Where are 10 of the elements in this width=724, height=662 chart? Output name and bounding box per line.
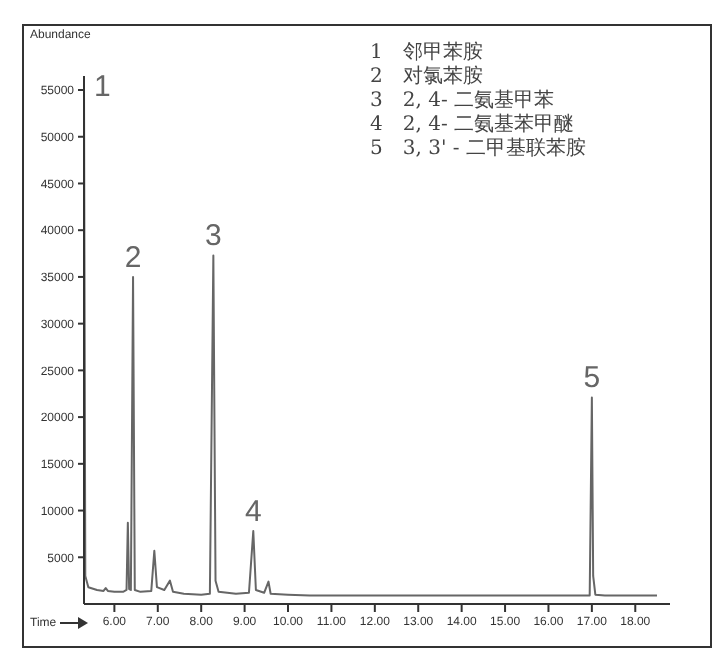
annotation: 4	[244, 495, 262, 530]
annotation: 2	[124, 240, 142, 275]
text: 1 邻甲苯胺	[370, 42, 485, 65]
annotation: 3	[205, 219, 222, 254]
annotation: 5 3, 3' - 二甲基联苯胺	[370, 138, 586, 162]
annotation: 2 对氯苯胺	[370, 66, 485, 90]
annotation: 3 2, 4- 二氨基甲苯	[370, 90, 557, 113]
annotation: 5	[583, 361, 601, 396]
annotation: 1	[94, 70, 111, 104]
annotation: 4 2, 4- 二氨基苯甲醚	[370, 114, 577, 137]
